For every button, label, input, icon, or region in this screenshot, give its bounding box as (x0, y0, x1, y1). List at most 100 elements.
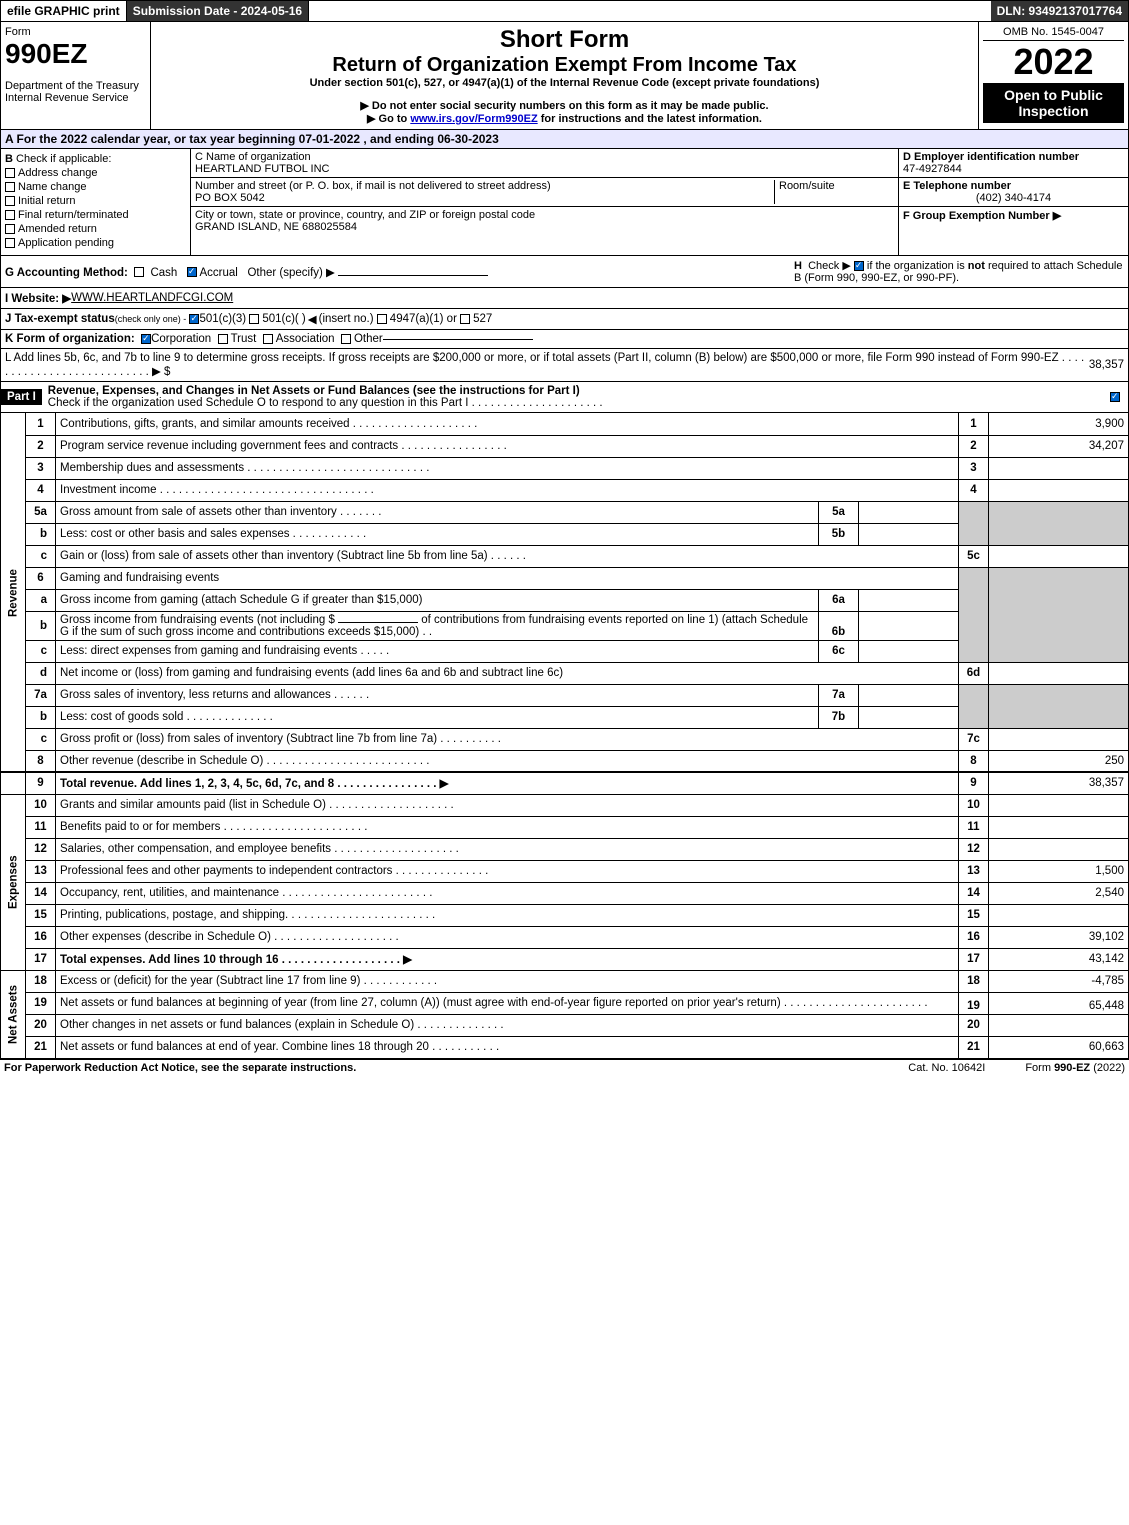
cb-final-return[interactable]: Final return/terminated (5, 209, 186, 221)
gray-cell (959, 567, 989, 662)
form-number: 990EZ (5, 38, 146, 70)
inner-box: 5b (819, 523, 859, 545)
line-no: c (26, 640, 56, 662)
inner-amt (859, 640, 959, 662)
page-footer: For Paperwork Reduction Act Notice, see … (0, 1059, 1129, 1076)
org-name-label: C Name of organization (195, 151, 894, 163)
cb-label: Amended return (18, 223, 97, 235)
line-no: b (26, 611, 56, 640)
inner-amt (859, 589, 959, 611)
g-label: G Accounting Method: (5, 267, 128, 279)
h-text2: if the organization is (867, 260, 968, 272)
line-amount (989, 904, 1129, 926)
part1-check-text: Check if the organization used Schedule … (48, 397, 603, 409)
line-num: 5c (959, 545, 989, 567)
inner-box: 6b (819, 611, 859, 640)
header-left: Form 990EZ Department of the Treasury In… (1, 22, 151, 129)
i-label: I Website: ▶ (5, 291, 71, 305)
irs-link[interactable]: www.irs.gov/Form990EZ (410, 113, 537, 125)
cb-initial-return[interactable]: Initial return (5, 195, 186, 207)
section-h: H Check ▶ if the organization is not req… (794, 259, 1124, 284)
cash-label: Cash (150, 267, 177, 279)
room-suite-label: Room/suite (774, 180, 894, 204)
line-no: 19 (26, 992, 56, 1014)
line-text: Excess or (deficit) for the year (Subtra… (56, 970, 959, 992)
line-no: c (26, 728, 56, 750)
footer-left: For Paperwork Reduction Act Notice, see … (4, 1062, 356, 1074)
line-num: 18 (959, 970, 989, 992)
cb-trust[interactable] (218, 334, 228, 344)
j-label: J Tax-exempt status (5, 313, 115, 325)
cb-corporation-checked[interactable] (141, 334, 151, 344)
cb-association[interactable] (263, 334, 273, 344)
line-num: 4 (959, 479, 989, 501)
line-text: Salaries, other compensation, and employ… (56, 838, 959, 860)
inner-box: 7b (819, 706, 859, 728)
k-label: K Form of organization: (5, 333, 135, 345)
cb-amended-return[interactable]: Amended return (5, 223, 186, 235)
line-num: 9 (959, 772, 989, 794)
line-amount: 65,448 (989, 992, 1129, 1014)
line-amount (989, 728, 1129, 750)
h-text1: Check ▶ (808, 260, 851, 272)
website-value[interactable]: WWW.HEARTLANDFCGI.COM (71, 292, 233, 304)
gray-cell (959, 501, 989, 545)
cb-label: Name change (18, 181, 87, 193)
inner-amt (859, 501, 959, 523)
dln-number: DLN: 93492137017764 (991, 1, 1128, 21)
inner-box: 6c (819, 640, 859, 662)
part1-header: Part I Revenue, Expenses, and Changes in… (0, 382, 1129, 413)
dept-treasury: Department of the Treasury (5, 80, 146, 92)
cb-cash[interactable] (134, 267, 144, 277)
cb-name-change[interactable]: Name change (5, 181, 186, 193)
other-specify-label: Other (specify) ▶ (247, 267, 334, 279)
line-no: 9 (26, 772, 56, 794)
street-label: Number and street (or P. O. box, if mail… (195, 180, 551, 192)
line-text: Gaming and fundraising events (56, 567, 959, 589)
line-text: Benefits paid to or for members . . . . … (56, 816, 959, 838)
h-not: not (968, 260, 985, 272)
cb-501c3-checked[interactable] (189, 314, 199, 324)
line-text: Less: cost of goods sold . . . . . . . .… (56, 706, 819, 728)
efile-print-button[interactable]: efile GRAPHIC print (1, 1, 127, 21)
line-num: 12 (959, 838, 989, 860)
cb-schedule-o-checked[interactable] (1110, 392, 1120, 402)
line-text: Gross sales of inventory, less returns a… (56, 684, 819, 706)
j-527: 527 (473, 313, 492, 325)
line-text: Other revenue (describe in Schedule O) .… (56, 750, 959, 772)
line-num: 16 (959, 926, 989, 948)
section-i: I Website: ▶ WWW.HEARTLANDFCGI.COM (0, 288, 1129, 309)
line-amount (989, 816, 1129, 838)
inner-box: 7a (819, 684, 859, 706)
cb-501c[interactable] (249, 314, 259, 324)
section-d: D Employer identification number 47-4927… (898, 149, 1128, 255)
line-no: 8 (26, 750, 56, 772)
line-text: Total revenue. Add lines 1, 2, 3, 4, 5c,… (56, 772, 959, 794)
cb-accrual-checked[interactable] (187, 267, 197, 277)
cb-527[interactable] (460, 314, 470, 324)
line-no: 4 (26, 479, 56, 501)
inner-amt (859, 523, 959, 545)
header-right: OMB No. 1545-0047 2022 Open to Public In… (978, 22, 1128, 129)
part1-label: Part I (1, 389, 42, 405)
line-no: 2 (26, 435, 56, 457)
ein-label: D Employer identification number (903, 151, 1079, 163)
cb-4947[interactable] (377, 314, 387, 324)
line-no: 5a (26, 501, 56, 523)
line-text: Contributions, gifts, grants, and simila… (56, 413, 959, 435)
k-trust: Trust (231, 333, 257, 345)
line-num: 3 (959, 457, 989, 479)
gray-cell (989, 567, 1129, 662)
cb-schedule-b-checked[interactable] (854, 261, 864, 271)
inner-box: 6a (819, 589, 859, 611)
line-num: 6d (959, 662, 989, 684)
section-c: C Name of organization HEARTLAND FUTBOL … (191, 149, 898, 255)
cb-application-pending[interactable]: Application pending (5, 237, 186, 249)
l-amount: 38,357 (1089, 359, 1124, 371)
line-no: 11 (26, 816, 56, 838)
cb-label: Initial return (18, 195, 75, 207)
cb-other-org[interactable] (341, 334, 351, 344)
line-text: Less: cost or other basis and sales expe… (56, 523, 819, 545)
cb-address-change[interactable]: Address change (5, 167, 186, 179)
line-amount (989, 1014, 1129, 1036)
